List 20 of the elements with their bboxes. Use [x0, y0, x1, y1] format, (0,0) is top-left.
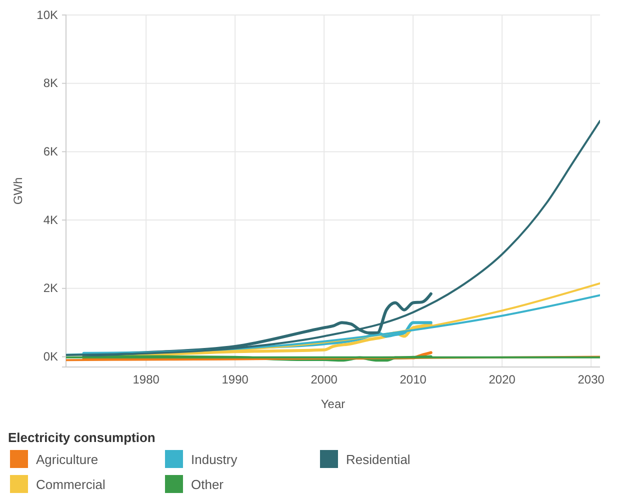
y-axis-title: GWh	[11, 177, 25, 205]
x-tick-label: 2030	[578, 372, 605, 387]
legend-label: Commercial	[36, 477, 106, 492]
y-tick-label: 10K	[36, 8, 58, 22]
legend-label: Industry	[191, 452, 238, 467]
x-tick-label: 2000	[310, 372, 338, 387]
x-tick-label: 1990	[222, 372, 249, 387]
x-tick-label: 1980	[132, 372, 160, 387]
legend-title: Electricity consumption	[8, 430, 156, 445]
y-tick-label: 6K	[43, 144, 58, 159]
x-tick-label: 2020	[488, 372, 516, 387]
y-tick-label: 8K	[43, 76, 58, 90]
y-tick-label: 4K	[43, 212, 58, 227]
x-axis-title: Year	[320, 397, 346, 411]
x-tick-label: 2010	[400, 372, 427, 387]
y-tick-label: 0K	[43, 350, 58, 364]
y-tick-label: 2K	[43, 281, 58, 296]
legend-label: Residential	[346, 452, 410, 467]
legend-label: Agriculture	[36, 452, 98, 467]
legend-label: Other	[191, 477, 224, 492]
